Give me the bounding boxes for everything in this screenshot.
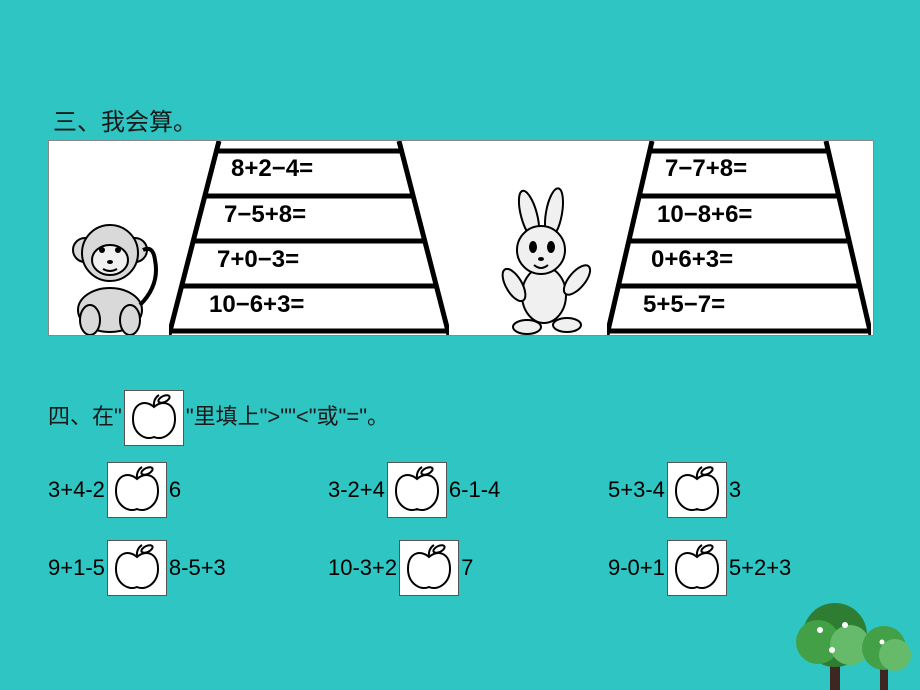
apple-icon (667, 462, 727, 518)
apple-icon (107, 540, 167, 596)
apple-icon (107, 462, 167, 518)
comparison-cell: 10-3+2 7 (328, 540, 608, 596)
ladder-2-rung-1: 7−7+8= (607, 155, 920, 183)
expr-left: 9-0+1 (608, 555, 665, 581)
comparison-cell: 9-0+1 5+2+3 (608, 540, 791, 596)
expr-right: 8-5+3 (169, 555, 226, 581)
expr-left: 10-3+2 (328, 555, 397, 581)
apple-icon (124, 390, 184, 446)
expr-right: 5+2+3 (729, 555, 791, 581)
comparison-cell: 3-2+4 6-1-4 (328, 462, 608, 518)
monkey-icon (55, 195, 165, 335)
expr-left: 3-2+4 (328, 477, 385, 503)
comparison-row-1: 3+4-2 6 3-2+4 6-1-4 5+3-4 3 (48, 462, 741, 518)
expr-left: 5+3-4 (608, 477, 665, 503)
ladder-1-rung-2: 7−5+8= (169, 201, 504, 229)
section-4-title-post: "里填上">""<"或"="。 (186, 390, 389, 444)
comparison-cell: 9+1-5 8-5+3 (48, 540, 328, 596)
ladder-2: 7−7+8= 10−8+6= 0+6+3= 5+5−7= (607, 141, 871, 335)
section-3-title: 三、我会算。 (53, 102, 197, 137)
section-4-title-pre: 四、在" (48, 390, 122, 444)
ladder-2-rung-4: 5+5−7= (607, 291, 907, 319)
comparison-cell: 3+4-2 6 (48, 462, 328, 518)
comparison-row-2: 9+1-5 8-5+3 10-3+2 7 9-0+1 5+2+3 (48, 540, 791, 596)
rabbit-icon (489, 185, 599, 335)
ladder-1-rung-4: 10−6+3= (169, 291, 489, 319)
ladder-panel: 8+2−4= 7−5+8= 7+0−3= 10−6+3= (48, 140, 874, 336)
apple-icon (399, 540, 459, 596)
expr-left: 3+4-2 (48, 477, 105, 503)
expr-left: 9+1-5 (48, 555, 105, 581)
ladder-1: 8+2−4= 7−5+8= 7+0−3= 10−6+3= (169, 141, 449, 335)
ladder-1-rung-3: 7+0−3= (169, 246, 497, 274)
expr-right: 7 (461, 555, 473, 581)
section-4-title: 四、在" "里填上">""<"或"="。 (48, 390, 389, 446)
ladder-2-rung-3: 0+6+3= (607, 246, 915, 274)
expr-right: 6 (169, 477, 181, 503)
expr-right: 6-1-4 (449, 477, 500, 503)
expr-right: 3 (729, 477, 741, 503)
ladder-1-rung-1: 8+2−4= (169, 155, 511, 183)
ladder-2-rung-2: 10−8+6= (607, 201, 920, 229)
trees-decoration (770, 580, 920, 690)
apple-icon (387, 462, 447, 518)
apple-icon (667, 540, 727, 596)
comparison-cell: 5+3-4 3 (608, 462, 741, 518)
